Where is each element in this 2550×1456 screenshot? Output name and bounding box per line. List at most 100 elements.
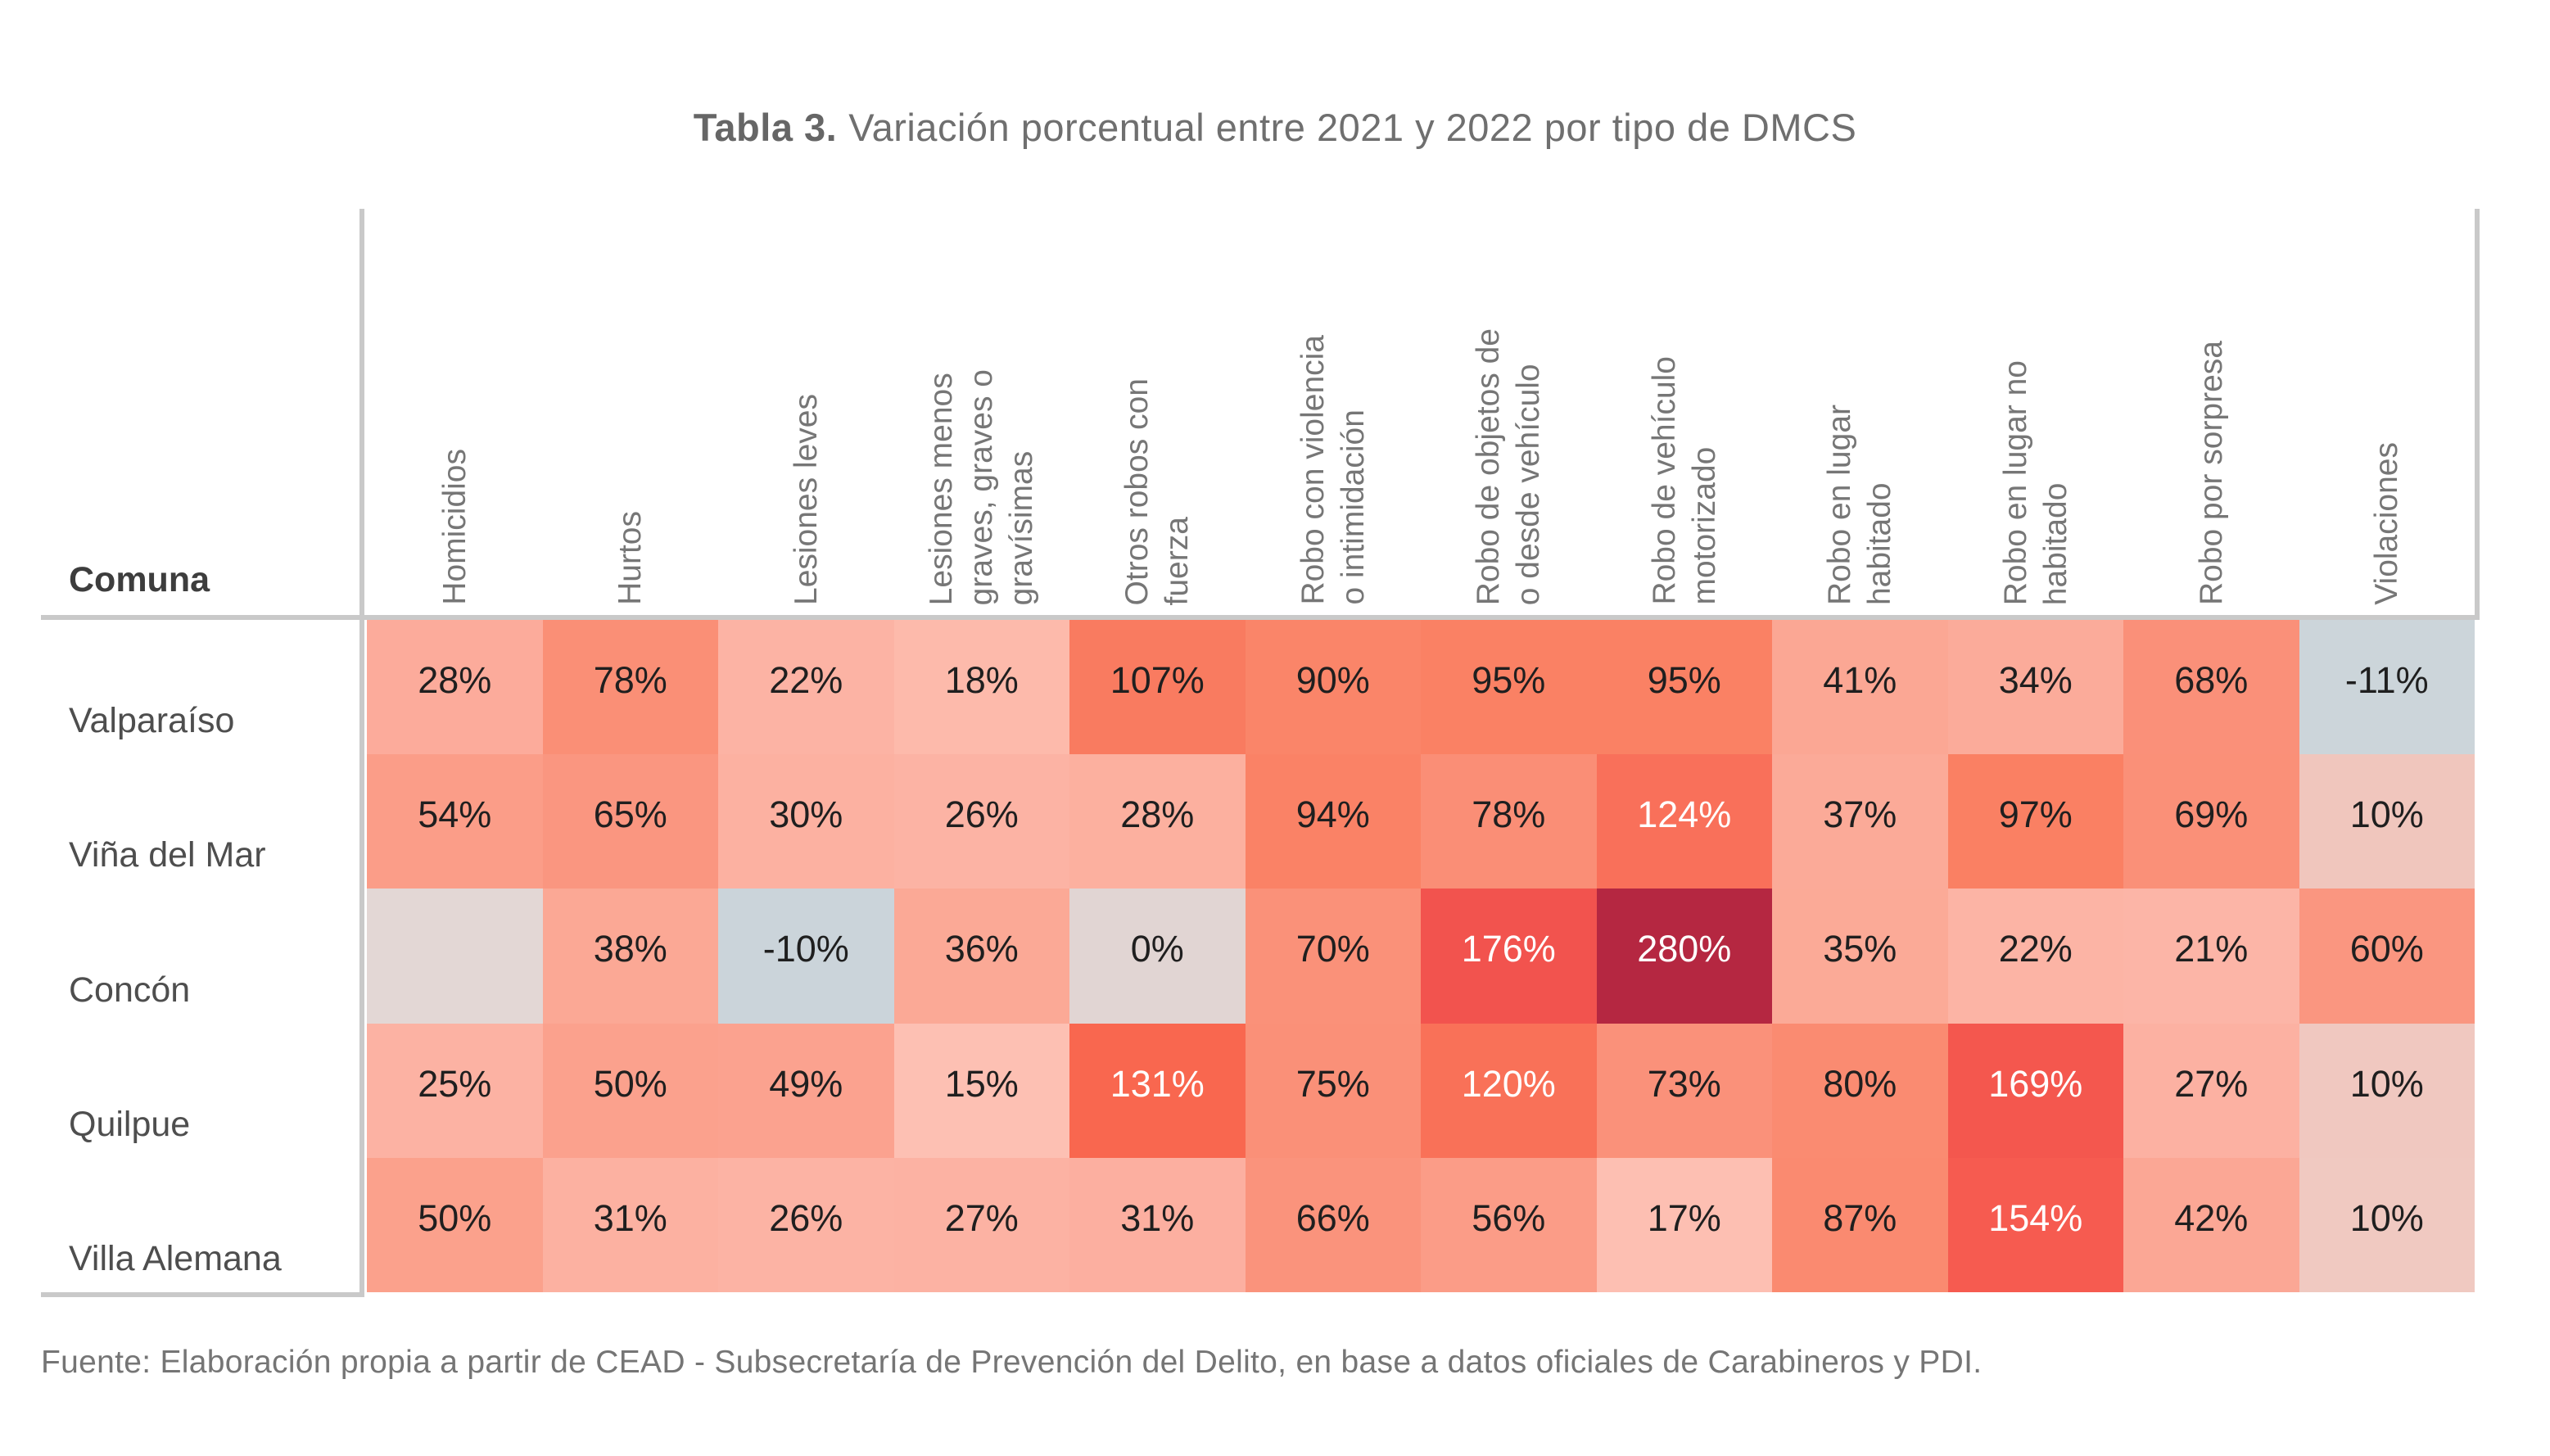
cell-quilpue-lesiones-menos-graves,-graves-o-gravisimas: 15% xyxy=(893,1023,1069,1158)
column-header-hurtos: Hurtos xyxy=(543,209,719,615)
cell-quilpue-lesiones-leves: 49% xyxy=(718,1023,894,1158)
cell-valparaiso-robo-de-vehiculo-motorizado: 95% xyxy=(1596,620,1772,755)
cell-villa-alemana-robo-con-violencia-o-intimidacion: 66% xyxy=(1245,1157,1421,1292)
column-header-label: Robo de vehículo motorizado xyxy=(1646,356,1722,605)
column-header-label: Hurtos xyxy=(613,511,649,605)
column-header-label: Robo en lugar no habitado xyxy=(1997,359,2073,605)
cell-valparaiso-lesiones-leves: 22% xyxy=(718,620,894,755)
column-header-label: Robo por sorpresa xyxy=(2193,340,2229,605)
row-label-valparaiso: Valparaíso xyxy=(69,701,235,741)
cell-quilpue-robo-en-lugar-habitado: 80% xyxy=(1772,1023,1948,1158)
data-grid: 28% 78% 22% 18% 107% 90% 95% 95% 41% 34% 68% -11% 54… xyxy=(367,620,2475,1292)
cell-quilpue-hurtos: 50% xyxy=(542,1023,718,1158)
cell-valparaiso-homicidios: 28% xyxy=(367,620,543,755)
column-header-label: Robo de objetos de o desde vehículo xyxy=(1471,328,1547,605)
cell-vina-del-mar-otros-robos-con-fuerza: 28% xyxy=(1069,754,1246,889)
cell-villa-alemana-hurtos: 31% xyxy=(542,1157,718,1292)
cell-villa-alemana-lesiones-menos-graves,-graves-o-gravisimas: 27% xyxy=(893,1157,1069,1292)
cell-concon-otros-robos-con-fuerza: 0% xyxy=(1069,889,1246,1024)
cell-quilpue-robo-de-vehiculo-motorizado: 73% xyxy=(1596,1023,1772,1158)
cell-concon-violaciones: 60% xyxy=(2299,889,2475,1024)
column-header-label: Robo con violencia o intimidación xyxy=(1295,335,1371,605)
cell-quilpue-robo-con-violencia-o-intimidacion: 75% xyxy=(1245,1023,1421,1158)
cell-valparaiso-otros-robos-con-fuerza: 107% xyxy=(1069,620,1246,755)
cell-villa-alemana-robo-de-vehiculo-motorizado: 17% xyxy=(1596,1157,1772,1292)
column-headers: Homicidios Hurtos Lesiones leves Lesiones m… xyxy=(367,209,2475,615)
cell-vina-del-mar-hurtos: 65% xyxy=(542,754,718,889)
cell-villa-alemana-lesiones-leves: 26% xyxy=(718,1157,894,1292)
heatmap-table: Comuna Homicidios Hurtos Lesiones leves Les… xyxy=(41,209,2480,1302)
cell-concon-robo-en-lugar-habitado: 35% xyxy=(1772,889,1948,1024)
column-header-otros-robos-con-fuerza: Otros robos con fuerza xyxy=(1069,209,1246,615)
cell-villa-alemana-homicidios: 50% xyxy=(367,1157,543,1292)
cell-quilpue-robo-por-sorpresa: 27% xyxy=(2123,1023,2299,1158)
corner-label: Comuna xyxy=(69,560,210,599)
column-header-violaciones: Violaciones xyxy=(2299,209,2475,615)
cell-concon-robo-por-sorpresa: 21% xyxy=(2123,889,2299,1024)
cell-valparaiso-robo-por-sorpresa: 68% xyxy=(2123,620,2299,755)
cell-vina-del-mar-robo-de-objetos-de-o-desde-vehiculo: 78% xyxy=(1421,754,1597,889)
row-label-concon: Concón xyxy=(69,970,191,1010)
cell-quilpue-violaciones: 10% xyxy=(2299,1023,2475,1158)
column-header-robo-con-violencia-o-intimidacion: Robo con violencia o intimidación xyxy=(1246,209,1422,615)
cell-concon-homicidios xyxy=(367,889,543,1024)
cell-vina-del-mar-robo-por-sorpresa: 69% xyxy=(2123,754,2299,889)
cell-valparaiso-violaciones: -11% xyxy=(2299,620,2475,755)
cell-vina-del-mar-robo-de-vehiculo-motorizado: 124% xyxy=(1596,754,1772,889)
cell-concon-robo-con-violencia-o-intimidacion: 70% xyxy=(1245,889,1421,1024)
row-label-villa-alemana: Villa Alemana xyxy=(69,1238,282,1278)
column-header-robo-en-lugar-habitado: Robo en lugar habitado xyxy=(1772,209,1948,615)
table-title: Tabla 3. Variación porcentual entre 2021 … xyxy=(0,105,2550,150)
cell-vina-del-mar-robo-en-lugar-no-habitado: 97% xyxy=(1947,754,2123,889)
row-labels: Valparaíso Viña del Mar Concón Quilpue Villa… xyxy=(41,620,359,1292)
column-header-homicidios: Homicidios xyxy=(367,209,543,615)
column-header-robo-de-objetos-de-o-desde-vehiculo: Robo de objetos de o desde vehículo xyxy=(1421,209,1597,615)
bottom-divider-line xyxy=(41,1292,364,1297)
column-header-label: Otros robos con fuerza xyxy=(1119,378,1196,605)
cell-valparaiso-lesiones-menos-graves,-graves-o-gravisimas: 18% xyxy=(893,620,1069,755)
cell-villa-alemana-robo-en-lugar-no-habitado: 154% xyxy=(1947,1157,2123,1292)
cell-concon-robo-en-lugar-no-habitado: 22% xyxy=(1947,889,2123,1024)
cell-concon-lesiones-leves: -10% xyxy=(718,889,894,1024)
header-divider-line xyxy=(41,615,2480,620)
cell-valparaiso-hurtos: 78% xyxy=(542,620,718,755)
column-header-robo-de-vehiculo-motorizado: Robo de vehículo motorizado xyxy=(1597,209,1773,615)
left-divider-line xyxy=(359,209,364,1297)
cell-vina-del-mar-robo-con-violencia-o-intimidacion: 94% xyxy=(1245,754,1421,889)
cell-concon-robo-de-objetos-de-o-desde-vehiculo: 176% xyxy=(1421,889,1597,1024)
cell-villa-alemana-otros-robos-con-fuerza: 31% xyxy=(1069,1157,1246,1292)
cell-quilpue-homicidios: 25% xyxy=(367,1023,543,1158)
cell-valparaiso-robo-con-violencia-o-intimidacion: 90% xyxy=(1245,620,1421,755)
column-header-label: Violaciones xyxy=(2369,442,2405,605)
cell-vina-del-mar-robo-en-lugar-habitado: 37% xyxy=(1772,754,1948,889)
cell-villa-alemana-robo-de-objetos-de-o-desde-vehiculo: 56% xyxy=(1421,1157,1597,1292)
cell-concon-robo-de-vehiculo-motorizado: 280% xyxy=(1596,889,1772,1024)
cell-valparaiso-robo-en-lugar-habitado: 41% xyxy=(1772,620,1948,755)
column-header-robo-por-sorpresa: Robo por sorpresa xyxy=(2123,209,2299,615)
cell-quilpue-otros-robos-con-fuerza: 131% xyxy=(1069,1023,1246,1158)
right-divider-line xyxy=(2475,209,2480,615)
cell-concon-lesiones-menos-graves,-graves-o-gravisimas: 36% xyxy=(893,889,1069,1024)
cell-villa-alemana-robo-en-lugar-habitado: 87% xyxy=(1772,1157,1948,1292)
table-title-text: Variación porcentual entre 2021 y 2022 p… xyxy=(848,106,1857,149)
cell-quilpue-robo-en-lugar-no-habitado: 169% xyxy=(1947,1023,2123,1158)
row-label-quilpue: Quilpue xyxy=(69,1104,191,1144)
table-title-prefix: Tabla 3. xyxy=(693,106,838,149)
row-label-vina-del-mar: Viña del Mar xyxy=(69,835,266,875)
column-header-robo-en-lugar-no-habitado: Robo en lugar no habitado xyxy=(1948,209,2124,615)
cell-valparaiso-robo-de-objetos-de-o-desde-vehiculo: 95% xyxy=(1421,620,1597,755)
cell-valparaiso-robo-en-lugar-no-habitado: 34% xyxy=(1947,620,2123,755)
cell-vina-del-mar-violaciones: 10% xyxy=(2299,754,2475,889)
cell-concon-hurtos: 38% xyxy=(542,889,718,1024)
cell-villa-alemana-robo-por-sorpresa: 42% xyxy=(2123,1157,2299,1292)
column-header-label: Lesiones menos graves, graves o gravísim… xyxy=(924,369,1040,605)
column-header-label: Lesiones leves xyxy=(788,394,824,605)
cell-quilpue-robo-de-objetos-de-o-desde-vehiculo: 120% xyxy=(1421,1023,1597,1158)
source-note: Fuente: Elaboración propia a partir de C… xyxy=(41,1345,1983,1380)
column-header-lesiones-leves: Lesiones leves xyxy=(718,209,894,615)
cell-vina-del-mar-lesiones-menos-graves,-graves-o-gravisimas: 26% xyxy=(893,754,1069,889)
column-header-lesiones-menos-graves,-graves-o-gravisimas: Lesiones menos graves, graves o gravísim… xyxy=(894,209,1070,615)
column-header-label: Robo en lugar habitado xyxy=(1822,404,1898,605)
cell-vina-del-mar-lesiones-leves: 30% xyxy=(718,754,894,889)
